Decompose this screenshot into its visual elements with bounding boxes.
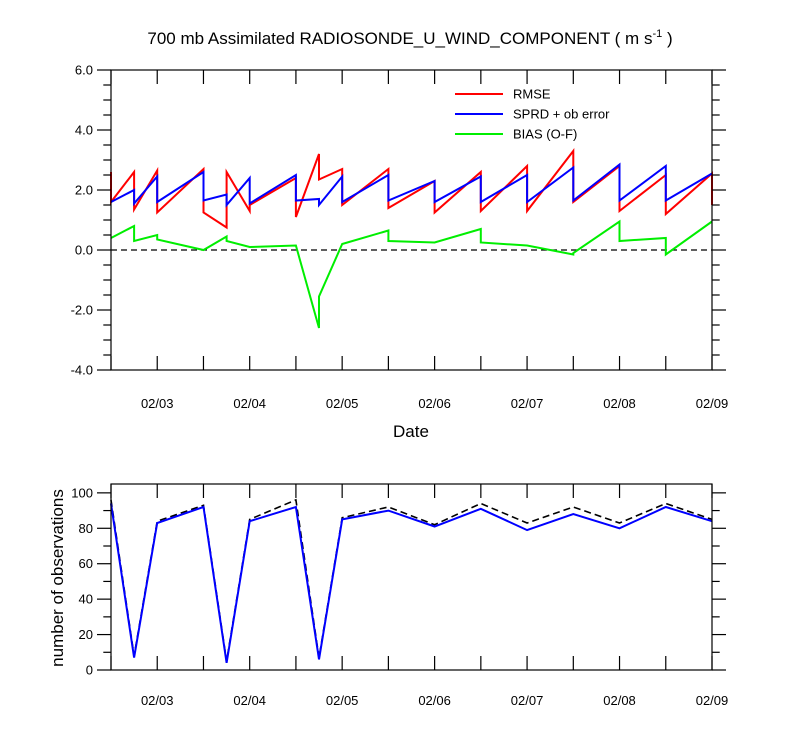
rmse-panel-y-tick-label: 6.0 (75, 63, 93, 78)
observations-panel-y-tick-label: 80 (79, 521, 93, 536)
chart-title-end: ) (662, 29, 672, 48)
observations-panel-y-tick-label: 60 (79, 556, 93, 571)
rmse-panel-y-tick-label: 4.0 (75, 123, 93, 138)
observations-panel-y-tick-label: 20 (79, 627, 93, 642)
observations-panel-x-tick-label: 02/04 (233, 693, 266, 708)
rmse-panel-x-tick-label: 02/05 (326, 396, 359, 411)
observations-panel-x-tick-label: 02/03 (141, 693, 174, 708)
observations-panel-series-observations-used (110, 503, 713, 664)
rmse-panel-series (110, 148, 713, 329)
y-axis-title-observations: number of observations (48, 489, 67, 667)
rmse-panel-y-tick-label: -4.0 (71, 363, 93, 378)
legend-label-sprd-ob-error: SPRD + ob error (513, 107, 610, 122)
rmse-panel-x-tick-label: 02/08 (603, 396, 636, 411)
observations-panel-x-tick-label: 02/08 (603, 693, 636, 708)
observations-panel-series-observations-possible (110, 498, 713, 662)
observations-panel-tick-labels: 02/03 02/04 02/05 02/06 02/07 02/08 02/09 0 20 40… (71, 485, 728, 708)
chart-title: 700 mb Assimilated RADIOSONDE_U_WIND_COM… (147, 28, 672, 48)
observations-panel-x-tick-label: 02/07 (511, 693, 544, 708)
rmse-panel-x-tick-label: 02/04 (233, 396, 266, 411)
rmse-panel-y-tick-label: 2.0 (75, 183, 93, 198)
rmse-panel-series-rmse (110, 148, 713, 230)
observations-panel-y-tick-label: 100 (71, 485, 93, 500)
rmse-panel-x-tick-label: 02/03 (141, 396, 174, 411)
rmse-panel-series-bias-o-f (110, 219, 713, 329)
rmse-panel-x-tick-label: 02/09 (696, 396, 729, 411)
observations-panel-frame (110, 483, 713, 671)
legend-label-rmse: RMSE (513, 87, 551, 102)
observations-panel-x-tick-label: 02/09 (696, 693, 729, 708)
rmse-panel-ticks (97, 69, 726, 371)
legend-label-bias-o-f: BIAS (O-F) (513, 127, 577, 142)
observations-panel-ticks (97, 484, 726, 671)
rmse-panel-y-tick-label: -2.0 (71, 303, 93, 318)
observations-panel-y-tick-label: 0 (86, 663, 93, 678)
rmse-panel-x-tick-label: 02/07 (511, 396, 544, 411)
observations-panel-x-tick-label: 02/05 (326, 693, 359, 708)
x-axis-title: Date (393, 422, 429, 441)
rmse-panel: 02/03 02/04 02/05 02/06 02/07 02/08 02/09 -4.0 -… (71, 63, 729, 442)
legend: RMSE SPRD + ob error BIAS (O-F) (455, 87, 610, 142)
rmse-panel-frame (110, 69, 713, 371)
rmse-panel-x-tick-label: 02/06 (418, 396, 451, 411)
rmse-panel-y-tick-label: 0.0 (75, 243, 93, 258)
chart-title-main: 700 mb Assimilated RADIOSONDE_U_WIND_COM… (147, 29, 652, 48)
observations-panel-x-tick-label: 02/06 (418, 693, 451, 708)
chart-title-superscript: -1 (652, 28, 662, 40)
observations-panel: 02/03 02/04 02/05 02/06 02/07 02/08 02/09 0 20 40… (48, 483, 728, 708)
observations-panel-y-tick-label: 40 (79, 592, 93, 607)
rmse-panel-tick-labels: 02/03 02/04 02/05 02/06 02/07 02/08 02/09 -4.0 -… (71, 63, 729, 412)
rmse-panel-series-sprd-ob-error (110, 162, 713, 208)
observations-panel-series (110, 498, 713, 664)
